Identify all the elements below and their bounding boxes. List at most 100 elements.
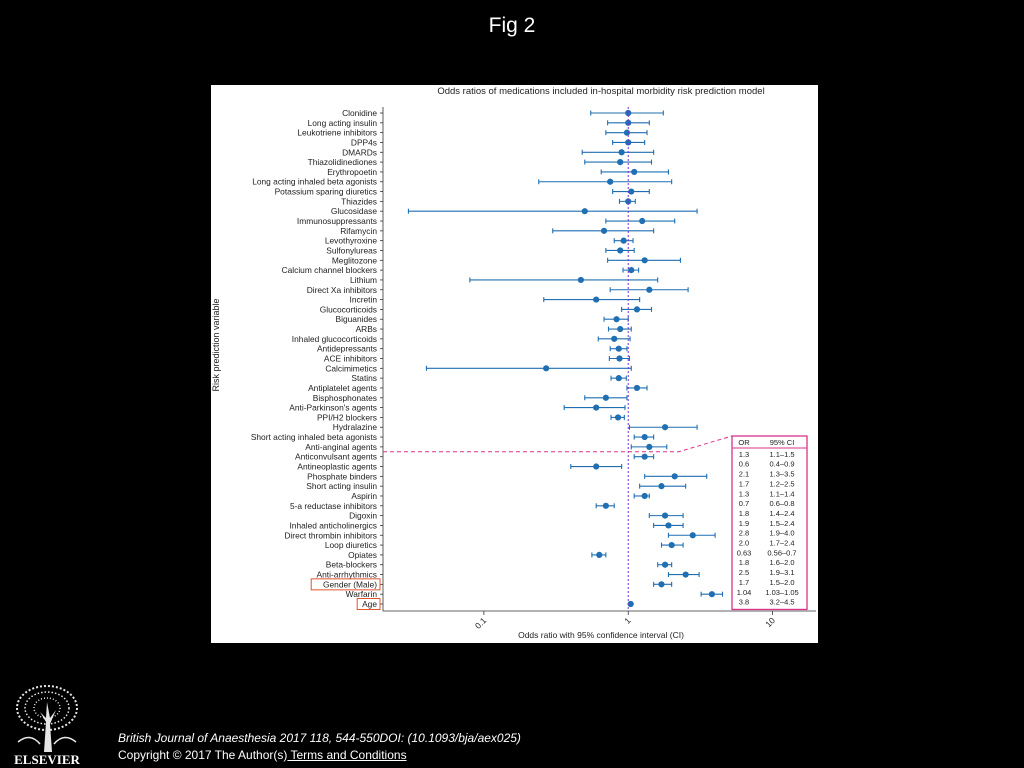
row-label: Thiazolidinediones: [308, 157, 377, 167]
row-label: Opiates: [348, 550, 377, 560]
or-ci-table: OR 95% CI1.3 1.1–1.50.6 0.4–0.92.1 1.3–3.51.…: [383, 435, 808, 611]
table-cell-or: 2.5: [739, 568, 749, 577]
row-label: Incretin: [350, 295, 378, 305]
or-point: [623, 129, 631, 136]
or-point: [641, 257, 648, 264]
forest-row: DMARDs: [342, 147, 655, 157]
table-cell-ci: 1.5–2.4: [769, 519, 794, 528]
or-point: [615, 375, 622, 382]
row-label: Age: [362, 599, 377, 609]
row-label: Beta-blockers: [326, 560, 377, 570]
or-point: [614, 414, 622, 421]
forest-row: Warfarin: [346, 589, 724, 599]
row-label: Sulfonylureas: [326, 245, 377, 255]
table-cell-or: 1.3: [739, 489, 749, 498]
terms-and-conditions-link[interactable]: Terms and Conditions: [287, 748, 407, 762]
or-point: [668, 541, 675, 549]
row-label: Thiazides: [341, 196, 377, 206]
forest-row: Direct Xa inhibitors: [307, 285, 689, 295]
or-point: [661, 561, 669, 568]
forest-row: Long acting insulin: [308, 118, 650, 128]
or-point: [641, 453, 648, 460]
table-cell-or: 1.8: [739, 558, 749, 567]
row-label: DPP4s: [351, 137, 377, 147]
or-point: [593, 296, 600, 303]
or-point: [625, 139, 632, 146]
or-point: [661, 424, 669, 431]
forest-row: Antidepressants: [317, 344, 628, 354]
row-label: Digoxin: [349, 511, 377, 521]
citation-text: British Journal of Anaesthesia 2017 118,…: [118, 731, 521, 745]
table-cell-ci: 0.6–0.8: [769, 499, 794, 508]
or-point: [615, 345, 622, 352]
or-point: [616, 355, 623, 362]
table-header-or: OR: [738, 438, 750, 447]
forest-row: Inhaled glucocorticoids: [292, 334, 631, 344]
row-label: Loop diuretics: [325, 540, 377, 550]
forest-row: Loop diuretics: [325, 540, 684, 550]
row-label: Long acting inhaled beta agonists: [252, 177, 377, 187]
forest-row: Beta-blockers: [326, 560, 673, 570]
row-label: Levothyroxine: [325, 236, 377, 246]
forest-row: Immunosuppressants: [297, 216, 676, 226]
forest-row: DPP4s: [351, 137, 646, 147]
forest-row: Clonidine: [342, 108, 664, 118]
row-label: Phosphate binders: [307, 471, 377, 481]
table-box: [731, 435, 808, 611]
row-label: Anti-Parkinson's agents: [289, 403, 377, 413]
table-cell-ci: 3.2–4.5: [769, 598, 794, 607]
forest-row: Anticonvulsant agents: [295, 452, 655, 462]
row-label: Rifamycin: [340, 226, 377, 236]
forest-row: Phosphate binders: [307, 471, 708, 481]
table-cell-ci: 1.6–2.0: [769, 558, 794, 567]
forest-plot-figure: Odds ratios of medications included in-h…: [211, 85, 818, 643]
or-point: [631, 168, 638, 176]
forest-row: Inhaled anticholinergics: [289, 520, 684, 530]
or-point: [633, 306, 641, 313]
y-axis-label: Risk prediction variable: [211, 298, 221, 391]
or-point: [627, 600, 634, 608]
row-label: Short acting insulin: [306, 481, 377, 491]
row-label: Meglitozone: [332, 255, 378, 265]
row-label: Calcium channel blockers: [282, 265, 377, 275]
or-point: [658, 581, 665, 588]
row-label: Anti-arrhythmics: [317, 570, 378, 580]
logo-wordmark: ELSEVIER: [14, 752, 80, 766]
or-point: [602, 394, 609, 401]
row-label: Inhaled anticholinergics: [289, 520, 377, 530]
row-label: Long acting insulin: [308, 118, 378, 128]
or-point: [665, 522, 672, 529]
table-cell-or: 1.9: [739, 519, 749, 528]
table-cell-or: 1.7: [739, 578, 749, 587]
row-label: Immunosuppressants: [297, 216, 377, 226]
row-label: Antidepressants: [317, 344, 377, 354]
or-point: [617, 325, 624, 333]
forest-row: Hydralazine: [333, 422, 698, 432]
forest-row: Thiazolidinediones: [308, 157, 653, 167]
forest-row: Direct thrombin inhibitors: [284, 530, 716, 540]
row-label: Antiplatelet agents: [308, 383, 377, 393]
forest-row: Thiazides: [341, 196, 636, 206]
table-cell-ci: 1.7–2.4: [769, 539, 794, 548]
forest-row: Glucosidase: [331, 206, 698, 216]
forest-row: Glucocorticoids: [320, 304, 653, 314]
or-point: [618, 149, 625, 156]
row-label: Clonidine: [342, 108, 377, 118]
forest-row: Gender (Male): [310, 578, 673, 591]
x-tick-label: 10: [763, 615, 777, 629]
forest-row: Statins: [351, 373, 627, 383]
table-cell-or: 0.63: [737, 548, 752, 557]
or-point: [658, 483, 665, 490]
table-cell-ci: 1.9–4.0: [769, 529, 794, 538]
or-point: [596, 551, 603, 558]
forest-plot-chart: Odds ratios of medications included in-h…: [211, 86, 816, 640]
or-point: [581, 208, 588, 215]
forest-row: Biguanides: [336, 314, 629, 324]
forest-row: Bisphosphonates: [313, 393, 628, 403]
row-label: Bisphosphonates: [313, 393, 377, 403]
forest-row: Sulfonylureas: [326, 245, 635, 255]
forest-row: Incretin: [350, 295, 641, 305]
or-point: [628, 267, 635, 274]
row-label: Antineoplastic agents: [297, 462, 377, 472]
